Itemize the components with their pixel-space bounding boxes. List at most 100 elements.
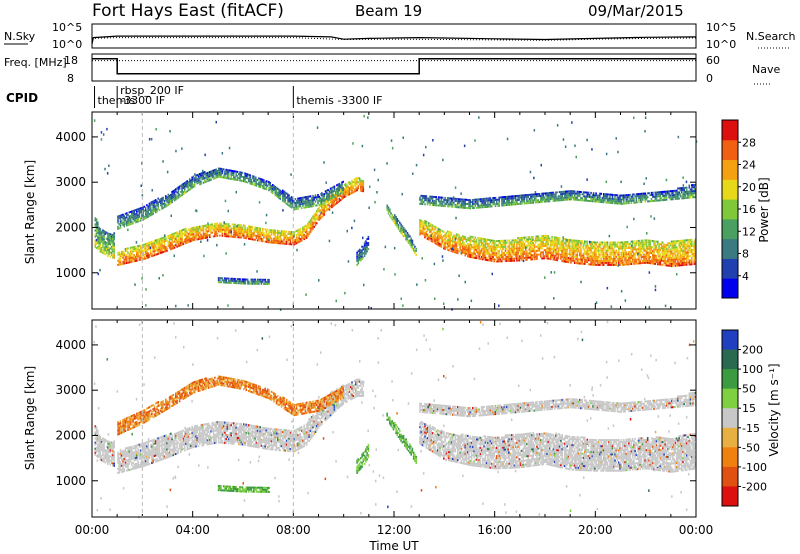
power-cell — [277, 236, 279, 238]
power-cell — [302, 236, 304, 239]
power-cell — [336, 192, 338, 195]
power-cell — [524, 248, 527, 251]
power-cell — [473, 207, 475, 209]
power-cell — [540, 247, 542, 250]
power-cell — [599, 196, 601, 199]
power-cell — [644, 253, 646, 256]
power-cell — [592, 192, 595, 195]
power-cell — [601, 197, 604, 199]
power-cell — [95, 247, 98, 249]
power-cell — [613, 257, 615, 260]
power-cell — [337, 185, 339, 188]
power-cell — [504, 245, 507, 248]
power-cell — [196, 230, 198, 233]
power-cell — [633, 242, 635, 245]
power-cell — [319, 217, 322, 220]
power-cell — [453, 248, 455, 251]
power-cell — [638, 246, 640, 249]
power-cell — [168, 244, 171, 247]
power-cell — [356, 187, 358, 190]
power-cell — [222, 224, 225, 227]
power-cell — [153, 254, 156, 257]
power-cell — [431, 238, 434, 241]
power-cell — [152, 212, 154, 215]
power-cell — [124, 223, 127, 225]
power-cell — [197, 173, 200, 176]
power-cell — [541, 198, 543, 201]
power-cell — [691, 242, 693, 245]
power-cell — [362, 188, 365, 191]
power-cell — [132, 248, 134, 251]
power-cell — [327, 203, 329, 206]
power-cell — [158, 252, 161, 255]
power-cell — [517, 243, 519, 246]
power-cell — [397, 224, 400, 226]
power-cell — [691, 249, 693, 251]
power-cell — [297, 233, 299, 236]
power-cell — [304, 231, 307, 234]
power-cell — [545, 242, 547, 245]
power-cell — [685, 251, 688, 254]
power-cell — [107, 234, 109, 237]
power-cell — [410, 237, 412, 240]
power-cell — [358, 179, 361, 182]
power-cell — [107, 248, 109, 251]
power-cell — [190, 238, 192, 240]
power-cell — [430, 227, 433, 230]
power-cell — [307, 199, 309, 202]
power-cell — [154, 239, 157, 242]
power-cell — [154, 253, 157, 256]
power-cell — [613, 259, 615, 262]
power-cell — [472, 205, 474, 208]
power-cell — [236, 170, 239, 173]
power-cell — [108, 236, 110, 239]
power-cell — [126, 212, 128, 215]
power-cell — [522, 196, 524, 199]
power-cell — [577, 190, 580, 193]
power-cell — [478, 198, 480, 201]
power-cell — [318, 208, 321, 211]
power-cell — [524, 252, 527, 255]
power-cell — [607, 255, 610, 258]
power-cell — [674, 254, 677, 257]
power-cell — [527, 242, 529, 245]
power-cell — [614, 245, 616, 248]
power-cell — [532, 248, 534, 251]
power-cell — [526, 244, 528, 247]
nsky-tick-bottom: 10^0 — [52, 38, 82, 51]
power-cell — [537, 201, 540, 204]
power-cell — [521, 259, 523, 262]
power-cell — [659, 261, 662, 264]
power-cell — [293, 241, 295, 244]
power-cell — [665, 252, 668, 255]
power-cell — [287, 201, 289, 204]
power-cell — [439, 202, 441, 205]
power-cell — [215, 172, 217, 175]
power-cell — [221, 234, 224, 237]
power-cell — [540, 253, 542, 256]
power-cell — [483, 202, 485, 204]
power-cell — [259, 227, 261, 230]
power-cell — [438, 204, 440, 207]
power-cell — [165, 237, 167, 240]
power-cell — [670, 263, 673, 265]
power-cell — [329, 201, 332, 204]
power-cell — [674, 240, 677, 243]
power-cell — [337, 193, 339, 196]
power-cell — [499, 260, 502, 263]
power-cell — [297, 207, 299, 210]
power-cell — [422, 223, 425, 226]
power-cell — [435, 196, 438, 199]
power-cell — [180, 190, 182, 193]
power-cell — [107, 236, 109, 239]
power-cell — [419, 223, 421, 226]
power-cell — [361, 181, 363, 184]
power-cell — [312, 221, 314, 224]
power-cell — [636, 258, 639, 261]
power-cell — [503, 254, 506, 256]
power-cell — [259, 237, 261, 240]
power-cell — [501, 204, 503, 207]
power-cell — [693, 261, 696, 263]
power-cell — [587, 195, 590, 198]
power-cell — [225, 231, 227, 234]
